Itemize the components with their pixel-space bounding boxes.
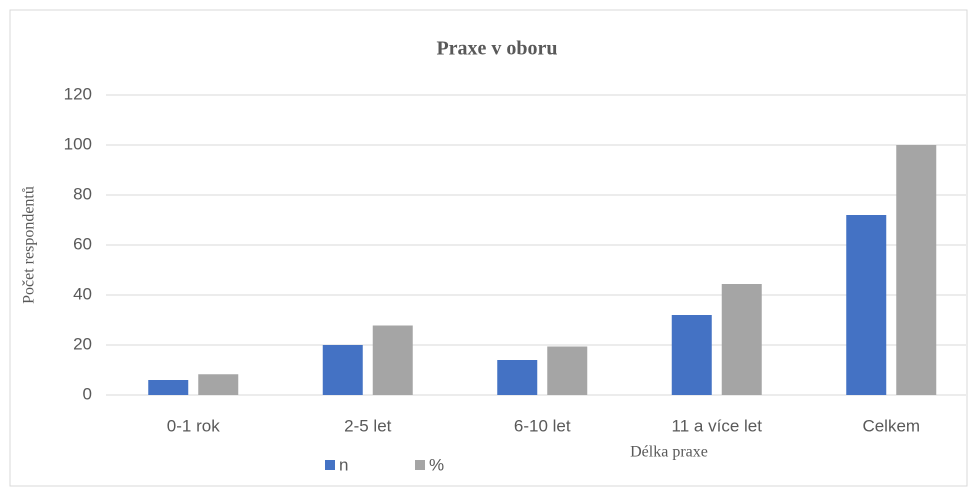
y-tick-label: 100	[64, 134, 92, 153]
y-tick-label: 60	[73, 234, 92, 253]
chart-border	[9, 9, 968, 487]
legend-label: n	[339, 455, 348, 474]
y-tick-label: 120	[64, 84, 92, 103]
bar	[372, 325, 413, 395]
x-axis-label: Délka praxe	[630, 444, 708, 461]
y-tick-label: 20	[73, 334, 92, 353]
legend-swatch	[415, 460, 425, 470]
x-tick-label: 11 a více let	[672, 416, 763, 435]
bar	[198, 374, 239, 395]
bar	[846, 215, 887, 395]
y-tick-label: 40	[73, 284, 92, 303]
chart-title: Praxe v oboru	[436, 38, 557, 60]
bar	[671, 315, 712, 395]
bar	[547, 346, 588, 395]
x-tick-label: 0-1 rok	[167, 416, 220, 435]
x-tick-label: Celkem	[862, 416, 920, 435]
bar	[721, 284, 762, 395]
x-tick-label: 6-10 let	[514, 416, 571, 435]
bar	[148, 380, 189, 395]
x-tick-label: 2-5 let	[344, 416, 392, 435]
y-axis-label: Počet respondentů	[21, 186, 38, 304]
y-tick-label: 80	[73, 184, 92, 203]
legend-swatch	[325, 460, 335, 470]
legend-label: %	[429, 455, 444, 474]
bar	[322, 345, 363, 395]
y-tick-label: 0	[83, 384, 92, 403]
bar	[497, 360, 538, 395]
bar	[896, 145, 937, 395]
